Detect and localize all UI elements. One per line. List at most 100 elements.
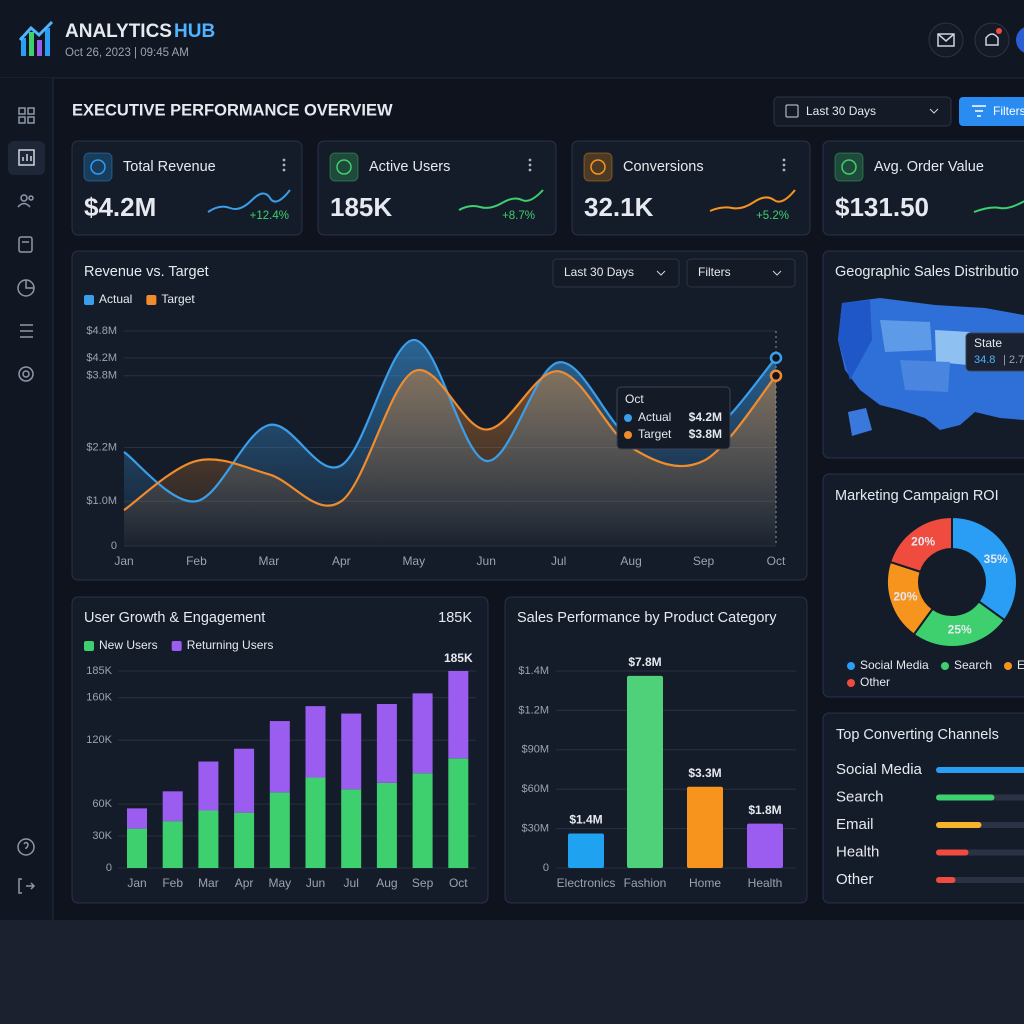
mail-button[interactable]	[928, 22, 964, 58]
bar-segment	[341, 789, 362, 868]
kpi-change: +5.2%	[756, 210, 789, 222]
chart-title: Revenue vs. Target	[84, 264, 209, 280]
kpi-change: +8.7%	[502, 210, 535, 222]
legend-label: Target	[161, 292, 195, 306]
tooltip-value: $4.2M	[689, 410, 722, 424]
bar-segment	[234, 748, 255, 813]
y-axis-label: $1.4M	[518, 665, 549, 677]
app-title: ANALYTICS	[65, 21, 172, 42]
bar-annotation: 185K	[444, 651, 473, 665]
y-tick-label: $4.8M	[86, 325, 117, 337]
category-label: Other	[836, 871, 874, 888]
dropdown-label[interactable]: Last 30 Days	[564, 265, 634, 279]
dropdown[interactable]	[552, 258, 680, 288]
app-title-accent: HUB	[174, 21, 215, 42]
notification-button[interactable]	[974, 22, 1010, 58]
y-tick-label: 185K	[86, 665, 112, 677]
kpi-icon	[83, 152, 113, 182]
kpi-label: Active Users	[369, 159, 450, 175]
y-axis-label: 0	[543, 862, 549, 874]
chart-title: User Growth & Engagement	[84, 610, 265, 626]
x-tick-label: Feb	[162, 876, 183, 890]
bar	[936, 794, 995, 801]
kpi-label: Avg. Order Value	[874, 159, 984, 175]
menu-dot	[782, 168, 786, 172]
category-label: Email	[836, 816, 874, 833]
kpi-label: Total Revenue	[123, 159, 216, 175]
value-label: $1.4M	[569, 813, 602, 827]
chart-title: Geographic Sales Distributio	[835, 264, 1019, 280]
dropdown[interactable]	[686, 258, 796, 288]
bar-segment	[448, 671, 469, 759]
bar	[936, 849, 969, 856]
logo	[18, 20, 54, 56]
chart-title: Marketing Campaign ROI	[835, 488, 999, 504]
page-title: EXECUTIVE PERFORMANCE OVERVIEW	[72, 101, 393, 119]
headline: 185K	[438, 610, 472, 626]
bar	[687, 786, 723, 868]
kpi-icon-glyph	[336, 159, 352, 175]
y-tick-label: 120K	[86, 734, 112, 746]
x-tick-label: May	[402, 554, 425, 568]
date-picker-label[interactable]: Last 30 Days	[806, 104, 876, 118]
avatar[interactable]	[1016, 26, 1024, 54]
x-tick-label: Oct	[767, 554, 786, 568]
legend-swatch	[171, 641, 182, 651]
y-axis-label: $1.2M	[518, 704, 549, 716]
x-tick-label: Aug	[620, 554, 641, 568]
donut-slice	[912, 600, 1006, 648]
x-tick-label: Sep	[412, 876, 434, 890]
x-tick-label: Jul	[344, 876, 359, 890]
menu-dot	[528, 168, 532, 172]
x-tick-label: May	[268, 876, 291, 890]
bar	[627, 675, 663, 868]
x-tick-label: Health	[748, 876, 783, 890]
filters-button-label[interactable]: Filters	[993, 104, 1024, 118]
x-tick-label: Oct	[449, 876, 468, 890]
card	[71, 140, 303, 236]
bar-segment	[412, 773, 433, 868]
tooltip-title: Oct	[625, 392, 644, 406]
y-tick-label: $3.8M	[86, 370, 117, 382]
sidebar-icons[interactable]	[8, 107, 45, 894]
filters-button[interactable]	[959, 97, 1024, 126]
kpi-change: +12.4%	[250, 210, 289, 222]
legend-swatch	[146, 295, 157, 305]
x-tick-label: Apr	[235, 876, 254, 890]
y-tick-label: 0	[111, 540, 117, 552]
x-tick-label: Mar	[259, 554, 280, 568]
x-tick-label: Fashion	[624, 876, 667, 890]
top-bar	[0, 0, 1024, 78]
card	[571, 140, 811, 236]
legend-label: Email	[1017, 658, 1024, 672]
card	[317, 140, 557, 236]
area	[124, 369, 776, 546]
legend-swatch	[847, 662, 855, 670]
bar	[936, 822, 982, 828]
kpi-value: 185K	[330, 192, 392, 222]
menu-dot	[782, 158, 786, 162]
dropdown-label[interactable]: Filters	[698, 265, 731, 279]
legend-label: Search	[954, 658, 992, 672]
legend-swatch	[1004, 662, 1012, 670]
category-label: Search	[836, 788, 884, 805]
bar-segment	[127, 808, 147, 829]
category-label: Health	[836, 843, 879, 860]
slice-label: 20%	[911, 535, 935, 549]
x-tick-label: Jan	[127, 876, 146, 890]
us-map	[838, 298, 1024, 436]
menu-dot	[282, 158, 286, 162]
tooltip-dot	[624, 431, 632, 439]
legend-swatch	[941, 662, 949, 670]
kpi-icon	[583, 152, 613, 182]
date-picker[interactable]	[773, 96, 952, 127]
legend-label: Actual	[99, 292, 132, 306]
bar-segment	[448, 758, 469, 868]
y-tick-label: 60K	[92, 798, 112, 810]
kpi-icon-glyph	[841, 159, 857, 175]
x-tick-label: Aug	[376, 876, 397, 890]
datetime: Oct 26, 2023 | 09:45 AM	[65, 47, 189, 59]
bar	[747, 823, 783, 868]
bar-segment	[198, 810, 219, 868]
